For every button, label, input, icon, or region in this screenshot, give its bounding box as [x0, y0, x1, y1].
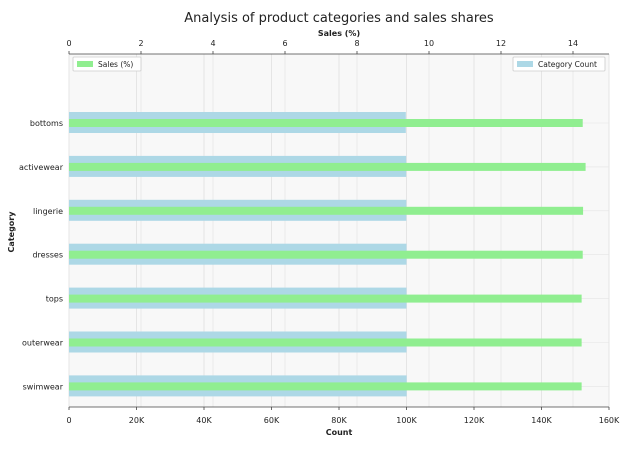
bottom-tick-label: 0 — [66, 416, 71, 425]
top-tick-label: 12 — [496, 39, 506, 48]
legend-count-box — [512, 56, 606, 72]
bottom-tick-label: 140K — [531, 416, 552, 425]
bars — [69, 112, 586, 397]
top-tick-label: 2 — [138, 39, 143, 48]
category-label-bottoms: bottoms — [30, 119, 63, 128]
bottom-tick-label: 80K — [331, 416, 347, 425]
top-axis-label: Sales (%) — [318, 29, 360, 38]
category-label-swimwear: swimwear — [23, 382, 64, 391]
top-tick-label: 0 — [66, 39, 71, 48]
bottom-tick-label: 160K — [599, 416, 620, 425]
category-label-tops: tops — [46, 295, 63, 304]
bar-sales-swimwear — [69, 382, 582, 391]
bottom-axis-label: Count — [326, 428, 353, 437]
category-label-lingerie: lingerie — [33, 207, 63, 216]
legend-sales: Sales (%) — [72, 56, 142, 72]
legend-count-swatch — [517, 61, 533, 67]
bar-sales-dresses — [69, 250, 583, 259]
top-tick-label: 8 — [354, 39, 359, 48]
category-label-activewear: activewear — [19, 163, 64, 172]
y-axis-label: Category — [7, 211, 16, 253]
legend-count: Category Count — [512, 56, 606, 72]
legend-sales-label: Sales (%) — [98, 60, 133, 69]
legend-sales-swatch — [77, 61, 93, 67]
legend-sales-box — [72, 56, 142, 72]
bottom-tick-label: 100K — [396, 416, 417, 425]
bar-sales-outerwear — [69, 338, 582, 347]
legend-count-label: Category Count — [538, 60, 597, 69]
top-tick-label: 14 — [568, 39, 578, 48]
top-tick-label: 10 — [424, 39, 434, 48]
top-tick-label: 4 — [210, 39, 215, 48]
chart-title: Analysis of product categories and sales… — [184, 11, 494, 26]
bottom-tick-label: 40K — [196, 416, 212, 425]
bar-sales-activewear — [69, 162, 586, 171]
bottom-tick-label: 60K — [264, 416, 280, 425]
bar-sales-tops — [69, 294, 582, 303]
category-label-dresses: dresses — [32, 251, 63, 260]
axes: 0 20K 40K 60K 80K 100K 120K 140K 160K 0 2 4 6 8 10 12 14… — [19, 39, 620, 425]
bottom-tick-label: 120K — [464, 416, 485, 425]
category-label-outerwear: outerwear — [22, 339, 64, 348]
bar-sales-lingerie — [69, 206, 584, 215]
bar-sales-bottoms — [69, 119, 583, 127]
top-tick-label: 6 — [282, 39, 287, 48]
bottom-tick-label: 20K — [129, 416, 145, 425]
